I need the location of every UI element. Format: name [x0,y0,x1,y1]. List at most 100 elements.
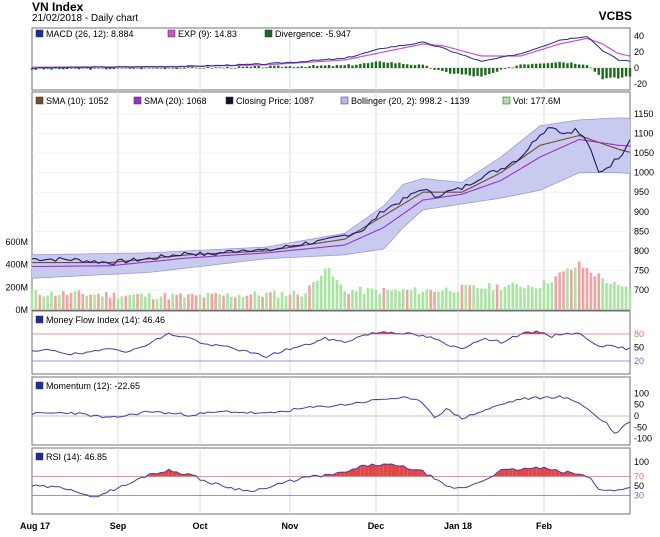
divergence-bar [183,68,186,69]
volume-bar [562,271,565,310]
volume-bar [554,276,558,310]
volume-bar [609,283,612,310]
divergence-bar [620,68,624,78]
divergence-bar [234,68,237,69]
rsi-overbought-fill [516,469,521,477]
divergence-bar [472,68,475,77]
price-tick-label: 850 [634,226,649,236]
volume-bar [46,295,49,310]
divergence-bar [546,63,550,68]
sma20-legend-swatch [133,96,142,105]
divergence-bar [406,64,409,68]
divergence-bar [105,68,108,70]
volume-bar [613,282,616,310]
divergence-bar [628,68,632,77]
volume-bar [69,292,73,310]
divergence-bar [464,68,468,75]
volume-bar [144,296,147,310]
divergence-bar [38,68,42,69]
rsi-overbought-fill [368,464,373,477]
volume-bar [116,298,120,310]
divergence-bar [402,63,405,68]
divergence-bar [488,68,491,75]
divergence-bar [198,68,202,69]
price-tick-label: 1000 [634,168,654,178]
divergence-bar [601,68,604,80]
volume-bar [261,296,264,310]
volume-bar [343,290,346,310]
divergence-bar [370,62,374,68]
rsi-overbought-fill [571,472,576,477]
volume-bar [280,291,284,310]
volume-bar [542,279,546,310]
divergence-bar [456,68,460,74]
divergence-bar [382,62,385,68]
volume-bar [292,290,296,310]
volume-bar [413,287,417,310]
vol-legend-swatch [502,96,511,105]
rsi-overbought-fill [399,465,404,477]
divergence-bar [495,68,499,72]
divergence-bar [335,64,339,68]
momentum-line [31,395,631,434]
volume-bar [386,289,389,310]
divergence-bar [277,65,280,68]
brand-label: VCBS [598,9,632,23]
divergence-bar [390,62,393,68]
momentum-tick-label: 50 [634,400,644,410]
volume-bar [616,284,620,310]
volume-bar [585,268,589,310]
divergence-bar [128,68,131,69]
x-tick-label: Oct [193,521,208,531]
divergence-bar [101,67,104,69]
mfi-line [31,330,631,359]
volume-bar [390,290,393,310]
volume-bar [550,282,554,310]
volume-bar [441,290,444,310]
rsi-overbought-fill [364,465,369,477]
volume-bar [140,293,143,310]
volume-bar [425,289,429,310]
volume-bar [351,290,354,310]
divergence-bar [194,67,198,69]
volume-bar [257,295,260,310]
divergence-bar [613,68,616,78]
divergence-bar [503,68,507,69]
rsi-overbought-fill [563,471,568,477]
mfi-panel [31,310,631,375]
volume-bar [335,279,339,310]
divergence-bar [445,68,448,72]
volume-bar [546,283,550,310]
divergence-bar [624,68,628,77]
divergence-bar [519,64,522,68]
divergence-bar [433,68,436,70]
divergence-bar [89,68,92,70]
x-tick-label: Jan 18 [444,521,472,531]
divergence-bar [585,65,589,68]
divergence-bar [347,64,350,68]
rsi-tick-label: 70 [634,471,644,481]
volume-bar [101,296,104,310]
macd-legend-0: MACD (26, 12): 8.884 [46,29,134,39]
price-tick-label: 750 [634,265,649,275]
bollinger-legend-swatch [340,96,349,105]
divergence-bar [58,68,61,70]
volume-bar [50,291,53,310]
price-legend-0: SMA (10): 1052 [46,96,109,106]
volume-bar [108,297,112,310]
divergence-bar [460,68,464,75]
volume-bar [468,285,472,310]
close-legend-swatch [225,96,234,105]
divergence-bar [77,68,81,70]
price-legend-2: Closing Price: 1087 [236,96,314,106]
divergence-bar [296,66,299,68]
divergence-bar [468,68,471,76]
volume-bar [30,291,34,310]
volume-bar [593,276,597,310]
price-tick-label: 700 [634,285,649,295]
divergence-bar [249,66,253,68]
volume-bar [230,296,233,310]
volume-bar [355,291,358,310]
rsi-overbought-fill [168,469,173,477]
volume-bar [519,286,522,310]
